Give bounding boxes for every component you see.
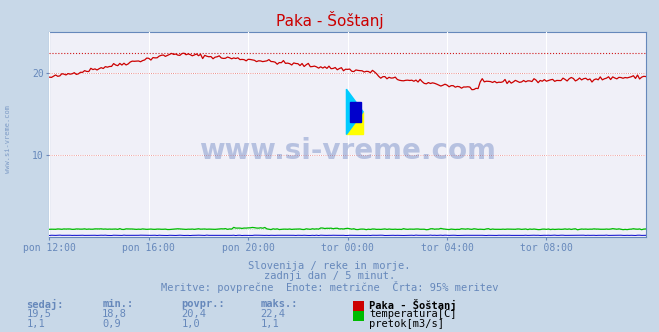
- Text: zadnji dan / 5 minut.: zadnji dan / 5 minut.: [264, 271, 395, 281]
- Text: www.si-vreme.com: www.si-vreme.com: [5, 106, 11, 173]
- Text: povpr.:: povpr.:: [181, 299, 225, 309]
- Polygon shape: [347, 89, 363, 134]
- Polygon shape: [347, 112, 363, 134]
- Text: Slovenija / reke in morje.: Slovenija / reke in morje.: [248, 261, 411, 271]
- Text: Paka - Šoštanj: Paka - Šoštanj: [369, 299, 457, 311]
- Text: min.:: min.:: [102, 299, 133, 309]
- Text: 20,4: 20,4: [181, 309, 206, 319]
- Text: Meritve: povprečne  Enote: metrične  Črta: 95% meritev: Meritve: povprečne Enote: metrične Črta:…: [161, 281, 498, 292]
- Polygon shape: [350, 102, 361, 122]
- Text: maks.:: maks.:: [260, 299, 298, 309]
- Text: sedaj:: sedaj:: [26, 299, 64, 310]
- Text: 19,5: 19,5: [26, 309, 51, 319]
- Text: 22,4: 22,4: [260, 309, 285, 319]
- Text: 1,1: 1,1: [260, 319, 279, 329]
- Text: temperatura[C]: temperatura[C]: [369, 309, 457, 319]
- Text: 0,9: 0,9: [102, 319, 121, 329]
- Text: www.si-vreme.com: www.si-vreme.com: [199, 137, 496, 165]
- Text: Paka - Šoštanj: Paka - Šoštanj: [275, 11, 384, 29]
- Text: pretok[m3/s]: pretok[m3/s]: [369, 319, 444, 329]
- Text: 18,8: 18,8: [102, 309, 127, 319]
- Text: 1,1: 1,1: [26, 319, 45, 329]
- Text: 1,0: 1,0: [181, 319, 200, 329]
